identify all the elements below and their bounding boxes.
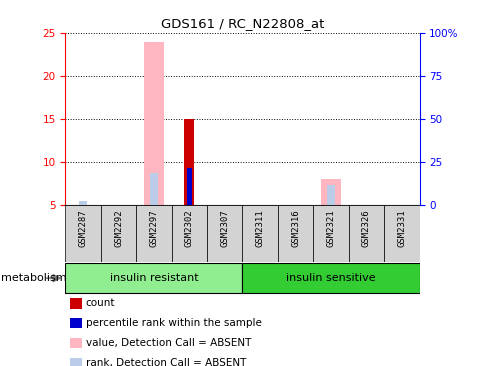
Bar (65, 205, 101, 262)
Bar (144, 42, 164, 205)
Text: GSM2311: GSM2311 (255, 209, 264, 247)
Bar (313, 205, 348, 262)
Text: metabolism: metabolism (1, 273, 66, 283)
Bar (187, 168, 191, 205)
Bar (136, 205, 171, 262)
Bar (277, 205, 313, 262)
Text: count: count (86, 298, 115, 309)
Text: insulin resistant: insulin resistant (109, 273, 198, 283)
Text: percentile rank within the sample: percentile rank within the sample (86, 318, 261, 328)
Bar (320, 179, 340, 205)
Bar (326, 185, 334, 205)
Bar (242, 205, 277, 262)
Text: GSM2292: GSM2292 (114, 209, 123, 247)
Text: GSM2287: GSM2287 (78, 209, 88, 247)
Text: value, Detection Call = ABSENT: value, Detection Call = ABSENT (86, 338, 251, 348)
Title: GDS161 / RC_N22808_at: GDS161 / RC_N22808_at (161, 17, 323, 30)
Bar (242, 263, 419, 293)
Text: GSM2307: GSM2307 (220, 209, 229, 247)
Text: insulin sensitive: insulin sensitive (286, 273, 375, 283)
Bar (150, 173, 158, 205)
Text: GSM2321: GSM2321 (326, 209, 335, 247)
Bar (383, 205, 419, 262)
Text: GSM2331: GSM2331 (396, 209, 406, 247)
Text: GSM2302: GSM2302 (184, 209, 194, 247)
Text: GSM2326: GSM2326 (361, 209, 370, 247)
Bar (79, 201, 87, 205)
Bar (171, 205, 207, 262)
Text: GSM2297: GSM2297 (149, 209, 158, 247)
Text: rank, Detection Call = ABSENT: rank, Detection Call = ABSENT (86, 358, 246, 366)
Bar (207, 205, 242, 262)
Bar (65, 263, 242, 293)
Text: GSM2316: GSM2316 (290, 209, 300, 247)
Bar (184, 119, 194, 205)
Bar (348, 205, 383, 262)
Bar (101, 205, 136, 262)
